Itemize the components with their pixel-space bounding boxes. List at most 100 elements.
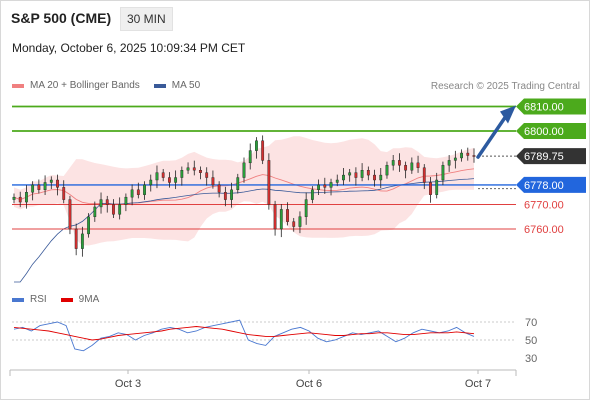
candle-body-down bbox=[354, 172, 358, 178]
candle-body-down bbox=[466, 152, 470, 156]
candle bbox=[217, 181, 221, 198]
candle-body-down bbox=[56, 179, 59, 188]
candle-body-up bbox=[453, 157, 457, 161]
candle-body-up bbox=[186, 167, 190, 171]
candle bbox=[404, 161, 408, 179]
candle-body-down bbox=[205, 172, 209, 178]
candle bbox=[379, 167, 383, 189]
candle-body-up bbox=[385, 165, 389, 176]
price-label-text: 6778.00 bbox=[524, 180, 564, 192]
candle bbox=[279, 204, 283, 238]
candle bbox=[410, 157, 414, 174]
candle bbox=[161, 168, 165, 182]
candle bbox=[323, 177, 327, 194]
candle bbox=[342, 167, 345, 186]
candle-body-up bbox=[329, 182, 333, 188]
candle-body-down bbox=[422, 167, 426, 183]
candle bbox=[105, 195, 109, 213]
price-legend: MA 20 + Bollinger Bands MA 50 bbox=[12, 80, 214, 91]
candle bbox=[174, 170, 178, 190]
candle bbox=[25, 185, 28, 209]
price-label-box bbox=[516, 123, 586, 139]
candle-body-up bbox=[279, 209, 283, 230]
candle-body-up bbox=[130, 189, 134, 198]
candle-body-up bbox=[435, 179, 439, 195]
candle bbox=[155, 165, 159, 189]
candle-body-down bbox=[199, 169, 202, 173]
candle bbox=[130, 184, 134, 206]
candle-body-up bbox=[12, 196, 16, 200]
candle-body-up bbox=[441, 165, 445, 181]
legend-label-9ma: 9MA bbox=[78, 294, 100, 305]
candle-body-up bbox=[31, 184, 35, 193]
timeframe-badge[interactable]: 30 MIN bbox=[120, 7, 173, 31]
candle bbox=[317, 179, 320, 195]
ma20-swatch bbox=[12, 83, 24, 88]
rsi-ma-line bbox=[13, 326, 475, 341]
candle-body-down bbox=[112, 204, 115, 215]
price-label-box bbox=[516, 98, 586, 115]
candle-body-down bbox=[18, 196, 22, 203]
candle bbox=[261, 135, 265, 165]
legend-item-9ma: 9MA bbox=[60, 294, 100, 305]
candle bbox=[56, 174, 59, 196]
candle bbox=[93, 201, 97, 222]
candle-body-up bbox=[230, 189, 233, 200]
candle-body-down bbox=[136, 189, 140, 195]
candle bbox=[180, 166, 184, 186]
candle-body-down bbox=[37, 184, 41, 190]
bollinger-band bbox=[14, 136, 474, 246]
rsi-tick-label: 70 bbox=[525, 317, 537, 329]
candle-body-down bbox=[161, 172, 165, 178]
candle-body-down bbox=[373, 174, 376, 181]
candle bbox=[298, 211, 302, 234]
price-label-text: 6810.00 bbox=[524, 102, 564, 114]
price-label-text: 6760.00 bbox=[524, 224, 564, 236]
candle-body-up bbox=[298, 216, 302, 227]
candle bbox=[429, 177, 432, 203]
candle-body-up bbox=[242, 162, 246, 178]
candle-body-up bbox=[87, 216, 90, 235]
candle-body-up bbox=[149, 179, 153, 186]
candle bbox=[466, 147, 470, 161]
candle-body-up bbox=[360, 169, 364, 178]
rsi-tick-label: 50 bbox=[525, 335, 537, 347]
candle bbox=[230, 182, 233, 208]
legend-item-rsi: RSI bbox=[12, 294, 47, 305]
candle bbox=[391, 155, 395, 171]
candle-body-down bbox=[74, 228, 78, 249]
candle-body-up bbox=[460, 152, 463, 159]
candle bbox=[18, 191, 22, 208]
title-bar: S&P 500 (CME) 30 MIN bbox=[0, 0, 590, 36]
price-label-6810-00: 6810.00 bbox=[516, 98, 586, 115]
rsi-legend: RSI 9MA bbox=[12, 294, 113, 305]
legend-label-ma20: MA 20 + Bollinger Bands bbox=[30, 80, 140, 91]
candle-body-down bbox=[211, 177, 215, 186]
forecast-arrow-shaft bbox=[476, 115, 507, 159]
candle bbox=[186, 162, 190, 174]
candle bbox=[416, 155, 420, 173]
candle-body-down bbox=[267, 160, 271, 205]
candle-body-down bbox=[323, 184, 327, 188]
price-label-box bbox=[516, 148, 586, 165]
candle bbox=[242, 157, 246, 183]
date-time: Monday, October 6, 2025 10:09:34 PM CET bbox=[12, 41, 246, 55]
candle-body-down bbox=[261, 140, 265, 161]
candle bbox=[373, 169, 376, 187]
ma50-swatch bbox=[153, 83, 166, 88]
candle bbox=[205, 167, 209, 186]
candle bbox=[360, 163, 364, 182]
candle-body-up bbox=[155, 172, 159, 181]
candle-body-down bbox=[292, 221, 296, 227]
candle bbox=[168, 172, 171, 188]
candle bbox=[248, 143, 252, 170]
forecast-arrow-head bbox=[500, 105, 516, 124]
ma9-swatch bbox=[60, 297, 73, 302]
candle-body-up bbox=[310, 189, 314, 200]
instrument-title: S&P 500 (CME) bbox=[11, 10, 112, 26]
candle bbox=[87, 213, 90, 238]
candle bbox=[348, 168, 352, 182]
candle-body-down bbox=[366, 169, 370, 176]
candle-body-up bbox=[99, 199, 103, 208]
candle-body-up bbox=[124, 196, 128, 205]
